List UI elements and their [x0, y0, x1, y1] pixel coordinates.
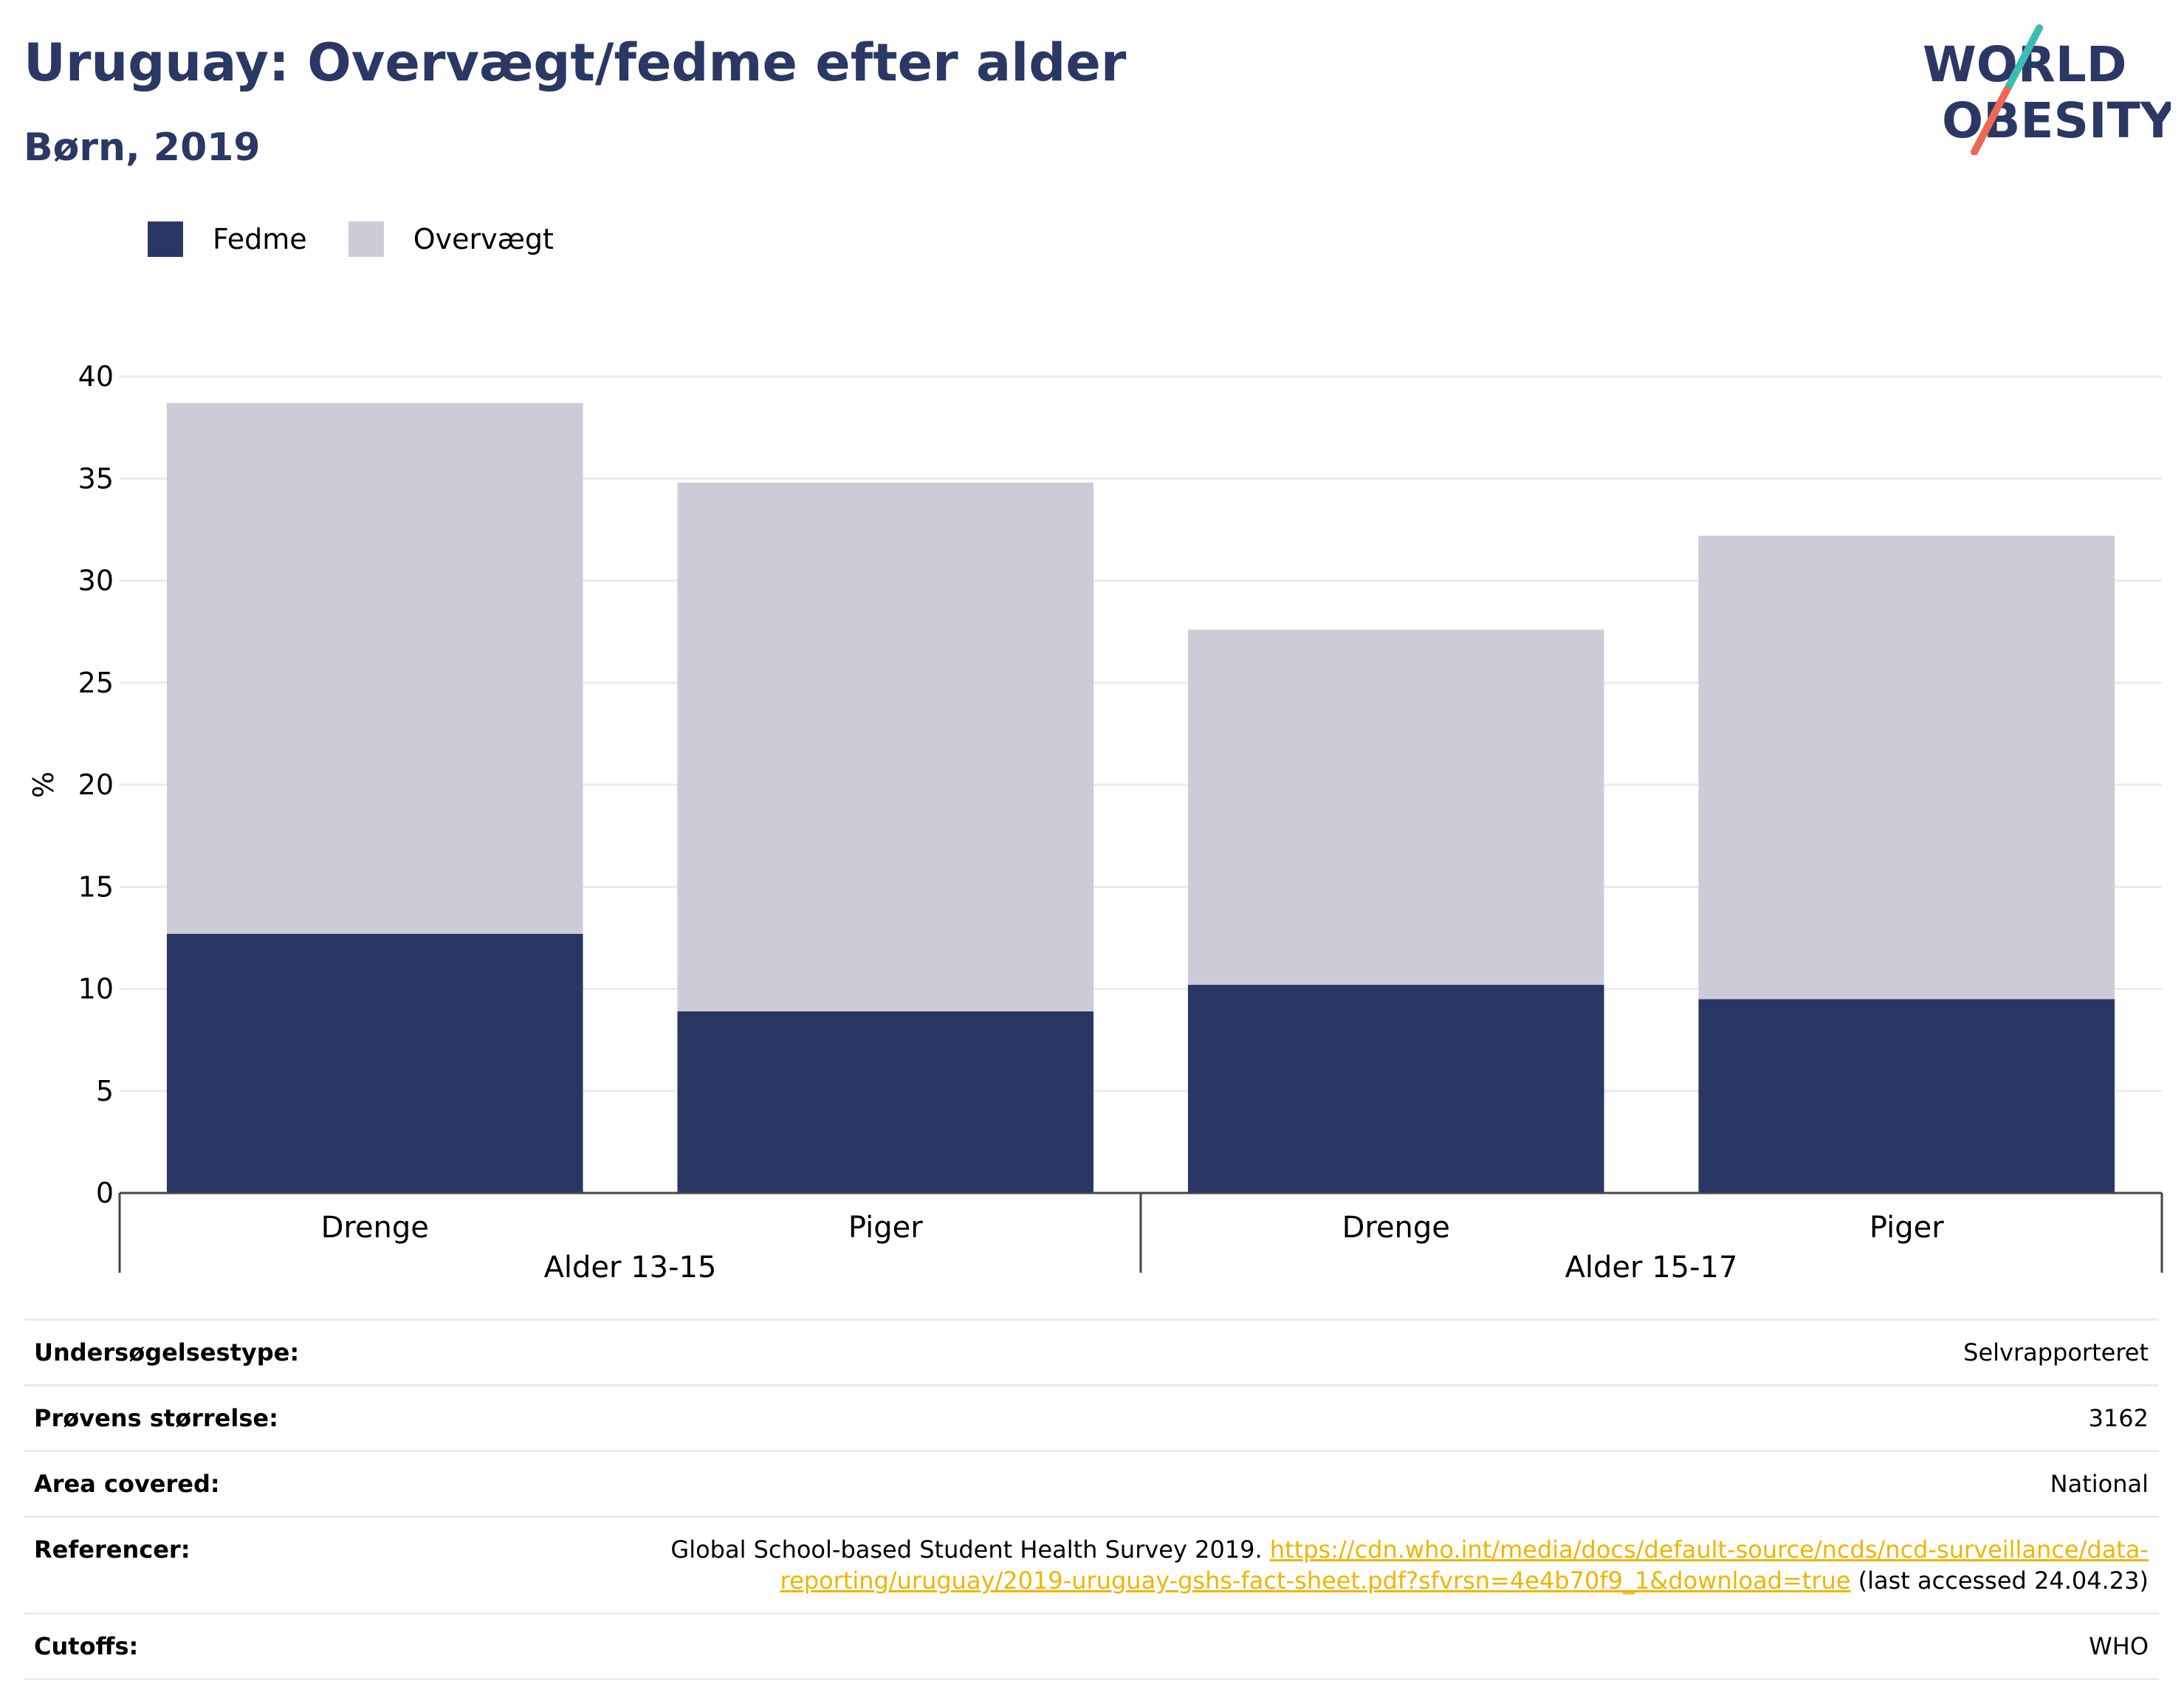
- row-value: National: [487, 1450, 2159, 1517]
- legend-swatch-overvaegt: [348, 221, 384, 257]
- page-title: Uruguay: Overvægt/fedme efter alder: [24, 32, 1127, 93]
- y-tick-label: 5: [96, 1075, 114, 1107]
- bar-overvaegt: [1698, 535, 2115, 1000]
- row-value-reference: Global School-based Student Health Surve…: [487, 1516, 2159, 1614]
- row-key: Undersøgelsestype:: [24, 1318, 487, 1386]
- logo-line-2: OBESITY: [1942, 92, 2171, 149]
- row-key: Referencer:: [24, 1516, 487, 1614]
- table-row: Referencer: Global School-based Student …: [24, 1516, 2159, 1614]
- stacked-bar-chart: 0 5 10 15 20 25 30 35 40% Drenge Piger Drenge Piger A…: [27, 360, 2163, 1285]
- table-row: Cutoffs: WHO: [24, 1612, 2159, 1680]
- logo-line-1: WORLD: [1923, 36, 2127, 93]
- table-row: Area covered: National: [24, 1450, 2159, 1517]
- bar-fedme: [166, 933, 583, 1193]
- logo-stroke-teal: [2003, 24, 2043, 94]
- y-tick-label: 40: [78, 360, 114, 393]
- row-value: 3162: [487, 1384, 2159, 1451]
- legend-label-overvaegt: Overvægt: [413, 223, 554, 255]
- x-tick-label: Drenge: [321, 1211, 429, 1245]
- bar-overvaegt: [166, 402, 583, 934]
- reference-accessed: (last accessed 24.04.23): [1850, 1567, 2149, 1595]
- y-tick-label: 15: [78, 870, 114, 903]
- table-row: Undersøgelsestype: Selvrapporteret: [24, 1318, 2159, 1386]
- world-obesity-logo: WORLD OBESITY: [1923, 24, 2171, 155]
- metadata-table: Undersøgelsestype: Selvrapporteret Prøve…: [24, 1318, 2159, 1680]
- x-tick-label: Piger: [848, 1211, 923, 1245]
- legend-swatch-fedme: [148, 221, 183, 257]
- row-value: Selvrapporteret: [487, 1318, 2159, 1386]
- y-axis-title: %: [27, 771, 60, 798]
- bar-fedme: [1187, 984, 1604, 1193]
- reference-link[interactable]: https://cdn.who.int/media/docs/default-s…: [780, 1536, 2149, 1595]
- y-tick-label: 0: [96, 1177, 114, 1209]
- row-key: Area covered:: [24, 1450, 487, 1517]
- bar-overvaegt: [677, 482, 1094, 1011]
- page-subtitle: Børn, 2019: [24, 126, 261, 170]
- row-value: WHO: [487, 1612, 2159, 1680]
- y-tick-label: 30: [78, 565, 114, 597]
- table-row: Prøvens størrelse: 3162: [24, 1384, 2159, 1451]
- x-tick-label: Drenge: [1342, 1211, 1450, 1245]
- legend-label-fedme: Fedme: [213, 223, 307, 255]
- y-tick-label: 10: [78, 973, 114, 1005]
- logo-stroke-coral: [1971, 86, 2010, 155]
- y-tick-label: 20: [78, 769, 114, 801]
- x-tick-label: Piger: [1869, 1211, 1944, 1245]
- bar-fedme: [677, 1011, 1094, 1193]
- chart-legend: Fedme Overvægt: [148, 219, 595, 260]
- row-key: Cutoffs:: [24, 1612, 487, 1680]
- bar-overvaegt: [1187, 629, 1604, 985]
- y-tick-label: 25: [78, 667, 114, 699]
- group-label: Alder 13-15: [544, 1251, 717, 1285]
- y-tick-label: 35: [78, 462, 114, 495]
- legend-item-overvaegt[interactable]: Overvægt: [348, 221, 554, 257]
- legend-item-fedme[interactable]: Fedme: [148, 221, 307, 257]
- row-key: Prøvens størrelse:: [24, 1384, 487, 1451]
- bar-fedme: [1698, 999, 2115, 1193]
- reference-text: Global School-based Student Health Surve…: [670, 1536, 1270, 1564]
- group-label: Alder 15-17: [1565, 1251, 1738, 1285]
